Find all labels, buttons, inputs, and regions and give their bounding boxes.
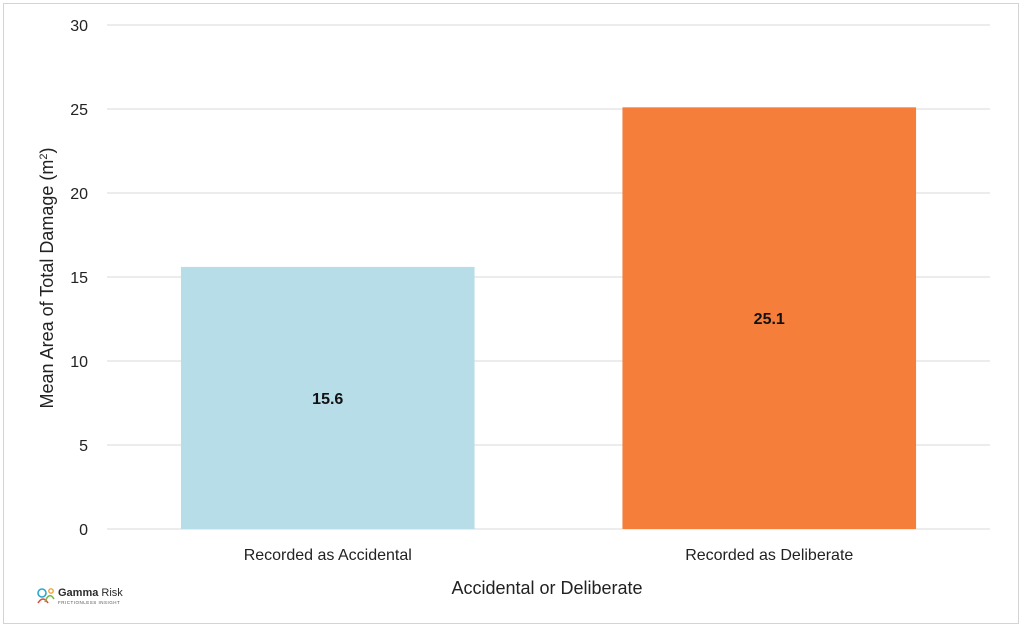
chart-frame: [3, 3, 1019, 624]
y-tick-label: 30: [70, 18, 88, 35]
y-tick-label: 10: [70, 354, 88, 371]
y-tick-label: 15: [70, 270, 88, 287]
y-axis-label: Mean Area of Total Damage (m2): [37, 148, 57, 409]
logo-name: Gamma Risk: [58, 587, 123, 599]
bar: [622, 107, 917, 529]
x-axis-label: Accidental or Deliberate: [451, 578, 642, 598]
data-label: 15.6: [312, 391, 343, 408]
x-category-labels: Recorded as Accidental Recorded as Delibe…: [244, 547, 854, 564]
data-labels: 15.6 25.1: [312, 311, 785, 408]
data-label: 25.1: [754, 311, 785, 328]
logo-mark-icon: [37, 588, 55, 604]
y-tick-label: 20: [70, 186, 88, 203]
bars: [180, 107, 917, 529]
x-category-label: Recorded as Deliberate: [685, 547, 853, 564]
y-tick-label: 5: [79, 438, 88, 455]
bar: [180, 266, 475, 529]
gamma-risk-logo: Gamma Risk FRICTIONLESS INSIGHT: [36, 585, 146, 609]
x-category-label: Recorded as Accidental: [244, 547, 412, 564]
y-tick-label: 25: [70, 102, 88, 119]
y-tick-labels: 0 5 10 15 20 25 30: [70, 18, 88, 539]
y-tick-label: 0: [79, 522, 88, 539]
logo-tagline: FRICTIONLESS INSIGHT: [58, 600, 121, 605]
